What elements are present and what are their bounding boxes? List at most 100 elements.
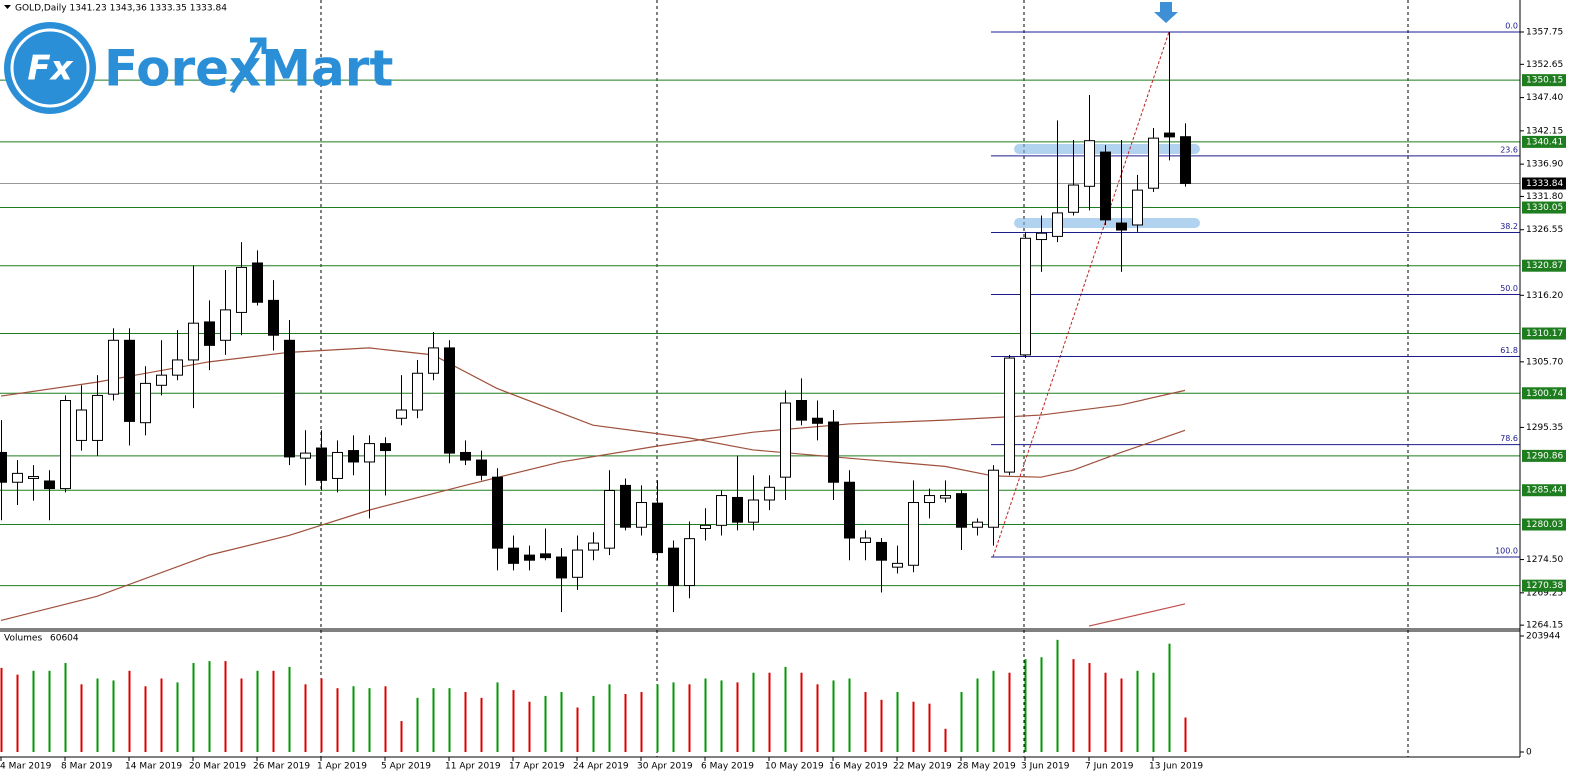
- candle-body: [1100, 151, 1111, 221]
- candle-body: [956, 493, 967, 528]
- candle-body: [460, 451, 471, 461]
- x-tick-label: 6 May 2019: [701, 762, 754, 772]
- volume-layer: [0, 639, 1187, 752]
- x-tick-label: 3 Jun 2019: [1021, 762, 1070, 772]
- fib-label: 38.2: [1500, 222, 1518, 231]
- candle-body: [892, 562, 903, 568]
- x-tick-label: 16 May 2019: [829, 762, 888, 772]
- candle-body: [1068, 184, 1079, 213]
- logo-text: ForexMart: [104, 40, 393, 98]
- candle-body: [780, 402, 791, 478]
- fib-label: 78.6: [1500, 434, 1518, 443]
- x-tick-label: 17 Apr 2019: [509, 762, 565, 772]
- candle-body: [732, 496, 743, 523]
- candle-body: [12, 472, 23, 483]
- y-tick-label: 1342.15: [1526, 126, 1563, 136]
- candle-body: [476, 459, 487, 476]
- candle-body: [620, 484, 631, 528]
- moving-average: [1088, 603, 1186, 627]
- y-tick-label: 1326.55: [1526, 225, 1563, 235]
- candle-body: [828, 421, 839, 483]
- x-tick-label: 13 Jun 2019: [1149, 762, 1203, 772]
- candle-body: [1180, 136, 1191, 185]
- level-label-box: [1522, 259, 1566, 272]
- candle-body: [60, 400, 71, 490]
- candle-body: [108, 339, 119, 395]
- last-price-box: [1522, 177, 1566, 190]
- candle-body: [44, 480, 55, 490]
- candle-body: [140, 382, 151, 424]
- candle-body: [972, 521, 983, 528]
- level-label-box: [1522, 201, 1566, 214]
- fib-label: 0.0: [1505, 22, 1518, 31]
- x-tick-label: 4 Mar 2019: [0, 762, 52, 772]
- logo-icon: Fx: [27, 49, 73, 89]
- y-tick-label: 1269.25: [1526, 588, 1563, 598]
- candle-body: [236, 266, 247, 313]
- x-tick-label: 8 Mar 2019: [61, 762, 113, 772]
- candle-body: [1052, 212, 1063, 237]
- x-tick-label: 30 Apr 2019: [637, 762, 693, 772]
- candle-body: [428, 347, 439, 374]
- x-tick-label: 5 Apr 2019: [381, 762, 431, 772]
- candle-body: [876, 541, 887, 561]
- candle-body: [172, 359, 183, 376]
- candle-body: [556, 556, 567, 579]
- level-label-box: [1522, 135, 1566, 148]
- last-price-label: 1333.84: [1526, 179, 1563, 189]
- candle-body: [1164, 132, 1175, 138]
- level-label: 1330.05: [1526, 203, 1563, 213]
- level-label-box: [1522, 449, 1566, 462]
- x-tick-label: 28 May 2019: [957, 762, 1016, 772]
- fib-label: 23.6: [1500, 145, 1518, 154]
- candle-body: [268, 299, 279, 336]
- candle-body: [652, 502, 663, 554]
- x-tick-label: 7 Jun 2019: [1085, 762, 1134, 772]
- x-tick-label: 1 Apr 2019: [317, 762, 367, 772]
- x-tick-label: 20 Mar 2019: [189, 762, 246, 772]
- candle-body: [924, 495, 935, 504]
- candle-body: [716, 495, 727, 526]
- logo-ring: [10, 28, 90, 108]
- volume-tick-label: 0: [1526, 748, 1532, 758]
- marker-arrow: [1154, 2, 1178, 23]
- level-label-box: [1522, 387, 1566, 400]
- candle-body: [636, 502, 647, 528]
- y-tick-label: 1305.70: [1526, 357, 1563, 367]
- candle-body: [252, 262, 263, 303]
- candle-body: [396, 409, 407, 419]
- candle-body: [1020, 237, 1031, 356]
- level-label: 1310.17: [1526, 329, 1563, 339]
- volume-title: Volumes: [4, 634, 42, 644]
- moving-average: [0, 389, 1186, 621]
- menu-triangle: [4, 5, 11, 9]
- candle-body: [940, 495, 951, 499]
- fib-label: 61.8: [1500, 346, 1518, 355]
- candle-body: [796, 400, 807, 421]
- y-tick-label: 1352.65: [1526, 60, 1563, 70]
- candle-body: [668, 547, 679, 587]
- candle-body: [540, 553, 551, 559]
- candle-body: [812, 417, 823, 424]
- level-label: 1290.86: [1526, 451, 1563, 461]
- candle-body: [204, 321, 215, 346]
- candle-body: [0, 451, 7, 483]
- level-label-box: [1522, 579, 1566, 592]
- candle-body: [316, 447, 327, 481]
- level-label: 1270.38: [1526, 581, 1563, 591]
- moving-average: [0, 347, 1186, 478]
- x-tick-label: 26 Mar 2019: [253, 762, 310, 772]
- candle-body: [380, 443, 391, 452]
- candle-body: [188, 322, 199, 361]
- y-tick-label: 1331.80: [1526, 192, 1563, 202]
- y-tick-label: 1357.75: [1526, 28, 1563, 38]
- level-label: 1300.74: [1526, 389, 1563, 399]
- candle-body: [444, 347, 455, 454]
- level-label-box: [1522, 74, 1566, 87]
- candle-body: [764, 486, 775, 501]
- y-tick-label: 1295.35: [1526, 423, 1563, 433]
- x-tick-label: 24 Apr 2019: [573, 762, 629, 772]
- candle-body: [348, 450, 359, 463]
